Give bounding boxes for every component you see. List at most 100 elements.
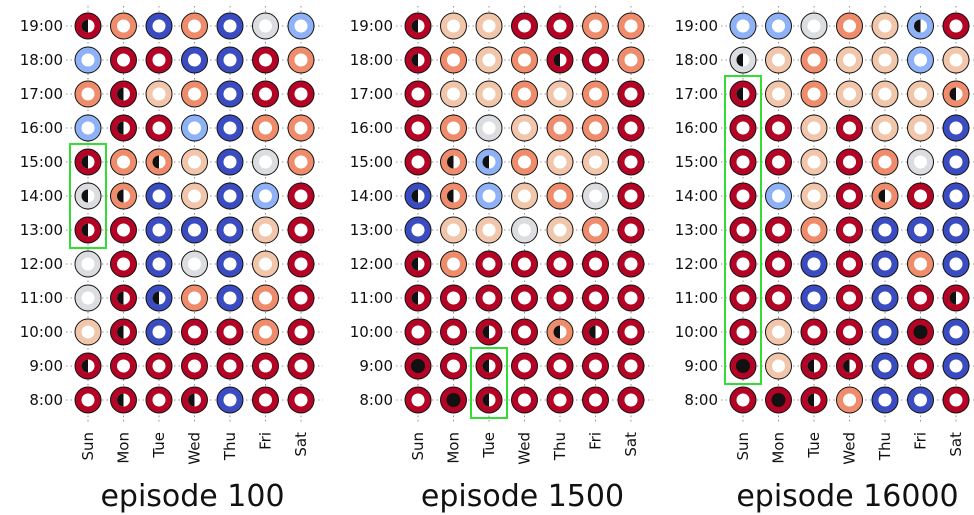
heatmap-cell	[181, 12, 208, 40]
heatmap-cell	[836, 216, 863, 244]
cell-center	[843, 155, 856, 169]
cell-center	[553, 121, 567, 135]
heatmap-cell	[475, 352, 503, 380]
heatmap-cell	[74, 46, 102, 74]
heatmap-cell	[252, 386, 279, 414]
cell-center	[117, 19, 130, 33]
panel-title: episode 100	[100, 479, 284, 514]
cell-center	[518, 87, 531, 101]
x-tick-label: Sat	[947, 432, 965, 457]
cell-center	[553, 257, 567, 271]
heatmap-cell	[252, 12, 279, 40]
y-tick-label: 9:00	[29, 357, 63, 375]
half-marker	[117, 189, 124, 203]
heatmap-cell	[871, 114, 899, 142]
heatmap-cell	[145, 114, 173, 142]
half-marker	[553, 53, 560, 67]
y-tick-label: 19:00	[350, 17, 393, 35]
heatmap-cell	[871, 46, 899, 74]
cell-center	[482, 87, 496, 101]
heatmap-cell	[871, 148, 899, 176]
heatmap-cell	[181, 148, 208, 176]
cell-center	[518, 121, 531, 135]
cell-center	[807, 53, 821, 67]
heatmap-cell	[287, 80, 315, 108]
cell-center	[294, 325, 308, 339]
cell-center	[81, 121, 95, 135]
cell-center	[589, 87, 602, 101]
heatmap-cell	[440, 284, 467, 312]
y-tick-label: 15:00	[350, 153, 393, 171]
cell-center	[482, 53, 496, 67]
cell-center	[518, 53, 531, 67]
cell-center	[553, 87, 567, 101]
cell-center	[188, 87, 201, 101]
y-tick-label: 8:00	[29, 391, 63, 409]
heatmap-cell	[145, 318, 173, 346]
cell-center	[152, 121, 166, 135]
cell-center	[553, 359, 567, 373]
y-tick-label: 18:00	[350, 51, 393, 69]
cell-center	[223, 291, 237, 305]
heatmap-cell	[511, 148, 538, 176]
heatmap-cell	[546, 284, 574, 312]
heatmap-cell	[287, 386, 315, 414]
cell-center	[878, 87, 892, 101]
heatmap-cell	[582, 318, 609, 346]
heatmap-cell	[110, 386, 137, 414]
half-marker	[411, 291, 418, 305]
highlight-box	[470, 347, 508, 419]
heatmap-cell	[440, 386, 467, 414]
cell-center	[736, 325, 750, 339]
cell-center	[81, 325, 95, 339]
heatmap-cell	[110, 182, 137, 210]
x-tick-label: Sun	[79, 432, 97, 461]
half-marker	[807, 393, 814, 407]
cell-center	[553, 393, 567, 407]
heatmap-cell	[404, 148, 432, 176]
heatmap-cell	[729, 46, 757, 74]
cell-center	[772, 325, 785, 339]
cell-center	[294, 19, 308, 33]
full-marker	[771, 393, 786, 407]
heatmap-cell	[617, 80, 645, 108]
heatmap-cell	[74, 284, 102, 312]
y-tick-label: 16:00	[350, 119, 393, 137]
cell-center	[411, 393, 425, 407]
cell-center	[223, 257, 237, 271]
heatmap-cell	[511, 284, 538, 312]
cell-center	[223, 87, 237, 101]
cell-center	[447, 291, 460, 305]
half-marker	[411, 257, 418, 271]
cell-center	[447, 121, 460, 135]
cell-center	[772, 19, 785, 33]
cell-center	[223, 359, 237, 373]
cell-center	[914, 121, 927, 135]
heatmap-cell	[907, 114, 934, 142]
heatmap-cell	[440, 46, 467, 74]
heatmap-cell	[617, 318, 645, 346]
full-marker	[913, 325, 928, 339]
heatmap-cell	[404, 352, 432, 380]
cell-center	[878, 325, 892, 339]
full-marker	[411, 359, 425, 373]
cell-center	[772, 87, 785, 101]
x-tick-label: Tue	[150, 432, 168, 459]
cell-center	[589, 359, 602, 373]
cell-center	[949, 121, 963, 135]
heatmap-cell	[511, 12, 538, 40]
heatmap-cell	[511, 216, 538, 244]
cell-center	[294, 223, 308, 237]
x-tick-label: Sat	[622, 432, 640, 457]
half-marker	[482, 393, 489, 407]
heatmap-cell	[907, 352, 934, 380]
heatmap-cell	[110, 216, 137, 244]
cell-center	[294, 359, 308, 373]
heatmap-cell	[287, 148, 315, 176]
heatmap-cell	[216, 216, 244, 244]
y-tick-label: 8:00	[684, 391, 718, 409]
heatmap-cell	[765, 352, 792, 380]
heatmap-cell	[475, 46, 503, 74]
y-tick-label: 17:00	[675, 85, 718, 103]
heatmap-cell	[582, 250, 609, 278]
